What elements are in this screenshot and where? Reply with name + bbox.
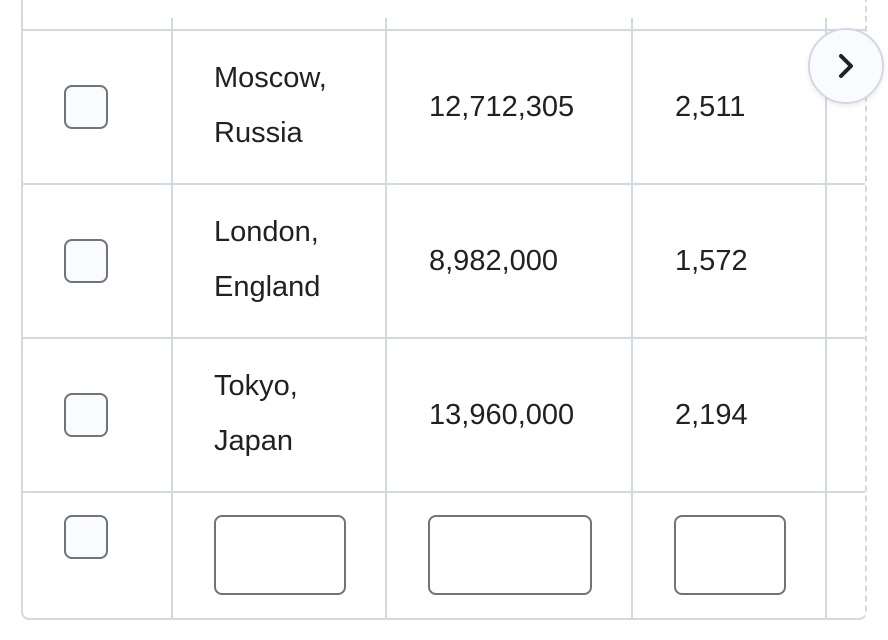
country-name: Japan	[214, 425, 294, 457]
city-input[interactable]	[214, 515, 346, 595]
column-divider	[825, 18, 827, 618]
country-name: Russia	[214, 117, 303, 149]
row-select-checkbox[interactable]	[64, 393, 108, 437]
table-row: Moscow, Russia 12,712,305 2,511	[23, 31, 865, 183]
table-row: Tokyo, Japan 13,960,000 2,194	[23, 339, 865, 491]
population-input[interactable]	[428, 515, 592, 595]
city-name: Moscow,	[214, 62, 327, 94]
city-name: London,	[214, 216, 319, 248]
row-select-checkbox[interactable]	[64, 85, 108, 129]
column-divider	[171, 18, 173, 618]
area-cell: 2,511	[675, 91, 746, 123]
city-cell: Tokyo, Japan	[214, 359, 298, 469]
new-row-checkbox[interactable]	[64, 515, 108, 559]
column-divider	[385, 18, 387, 618]
area-cell: 2,194	[675, 399, 748, 431]
country-name: England	[214, 271, 321, 303]
row-divider	[23, 29, 865, 31]
population-cell: 12,712,305	[429, 91, 575, 123]
city-name: Tokyo,	[214, 370, 298, 402]
city-cell: London, England	[214, 205, 320, 315]
population-cell: 8,982,000	[429, 245, 559, 277]
new-entry-row	[23, 493, 865, 618]
row-divider	[23, 491, 865, 493]
row-select-checkbox[interactable]	[64, 239, 108, 283]
city-cell: Moscow, Russia	[214, 51, 327, 161]
area-cell: 1,572	[675, 245, 748, 277]
chevron-right-icon	[839, 54, 853, 78]
row-divider	[23, 337, 865, 339]
area-input[interactable]	[674, 515, 786, 595]
column-divider	[631, 18, 633, 618]
row-divider	[23, 183, 865, 185]
data-table: Moscow, Russia 12,712,305 2,511 London, …	[21, 0, 867, 620]
population-cell: 13,960,000	[429, 399, 575, 431]
scroll-right-button[interactable]	[808, 28, 884, 104]
table-row: London, England 8,982,000 1,572	[23, 185, 865, 337]
